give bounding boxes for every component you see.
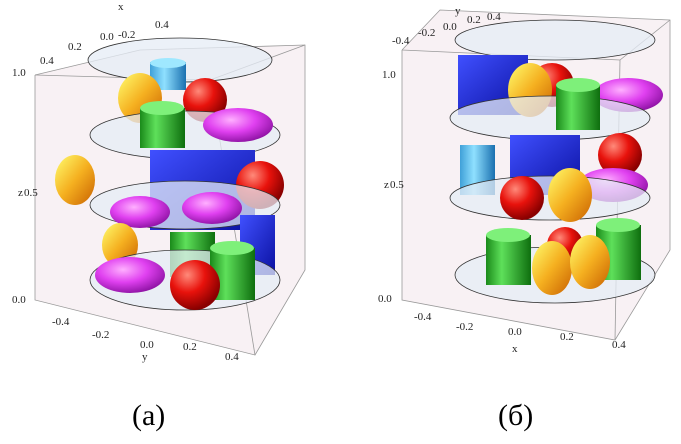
axis-label: 1.0 [12,67,26,79]
axis-label: 0.5 [24,187,38,199]
axis-label: 0.2 [467,14,481,26]
panel-a-scene-shape [170,260,220,310]
panel-b-scene-shape [570,235,610,289]
panel-a-scene-shape [55,155,95,205]
axis-label: 0.4 [225,351,239,363]
axis-label: 0.2 [183,341,197,353]
axis-label: -0.4 [52,316,70,328]
axis-label: y [142,351,148,363]
panel-b-scene-shape [532,241,572,295]
panel-b-scene-shape [556,78,600,92]
axis-label: z [18,187,23,199]
panel-b-scene [402,10,670,340]
panel-a-scene-shape [203,108,273,142]
panel-a-scene-shape [140,101,184,115]
axis-label: y [455,5,461,17]
panel-a-scene-shape [182,192,242,224]
axis-label: -0.2 [118,29,135,41]
axis-label: 0.0 [378,293,392,305]
panel-b-scene-shape [596,218,640,232]
axis-label: 0.4 [40,55,54,67]
axis-label: 0.0 [443,21,457,33]
axis-label: 0.4 [155,19,169,31]
panel-a-scene [35,38,305,355]
panel-b-scene-shape [548,168,592,222]
panel-b-scene-shape [500,176,544,220]
caption: (б) [498,399,533,432]
caption: (a) [132,399,165,432]
axis-label: 0.4 [612,339,626,351]
axis-label: 0.0 [140,339,154,351]
panel-b-scene-shape [486,235,531,285]
panel-a-scene-shape [150,58,186,68]
panel-a-scene-shape [95,257,165,293]
axis-label: 0.2 [560,331,574,343]
figure: x 0.4 0.2 0.0 -0.2 0.4 1.0 0.5 z 0.0 -0.… [0,0,681,444]
axis-label: 0.4 [487,11,501,23]
panel-a-scene-shape [210,241,254,255]
axis-label: 0.5 [390,179,404,191]
axis-label: 1.0 [382,69,396,81]
axis-label: -0.2 [418,27,435,39]
axis-label: -0.4 [414,311,432,323]
axis-label: 0.0 [508,326,522,338]
axis-label: -0.2 [456,321,473,333]
axis-label: 0.2 [68,41,82,53]
axis-label: -0.2 [92,329,109,341]
axis-label: x [512,343,518,355]
axis-label: -0.4 [392,35,410,47]
axis-label: x [118,1,124,13]
panel-b-scene-shape [455,20,655,60]
axis-label: 0.0 [12,294,26,306]
axis-label: z [384,179,389,191]
panel-b-scene-shape [486,228,530,242]
axis-label: 0.0 [100,31,114,43]
